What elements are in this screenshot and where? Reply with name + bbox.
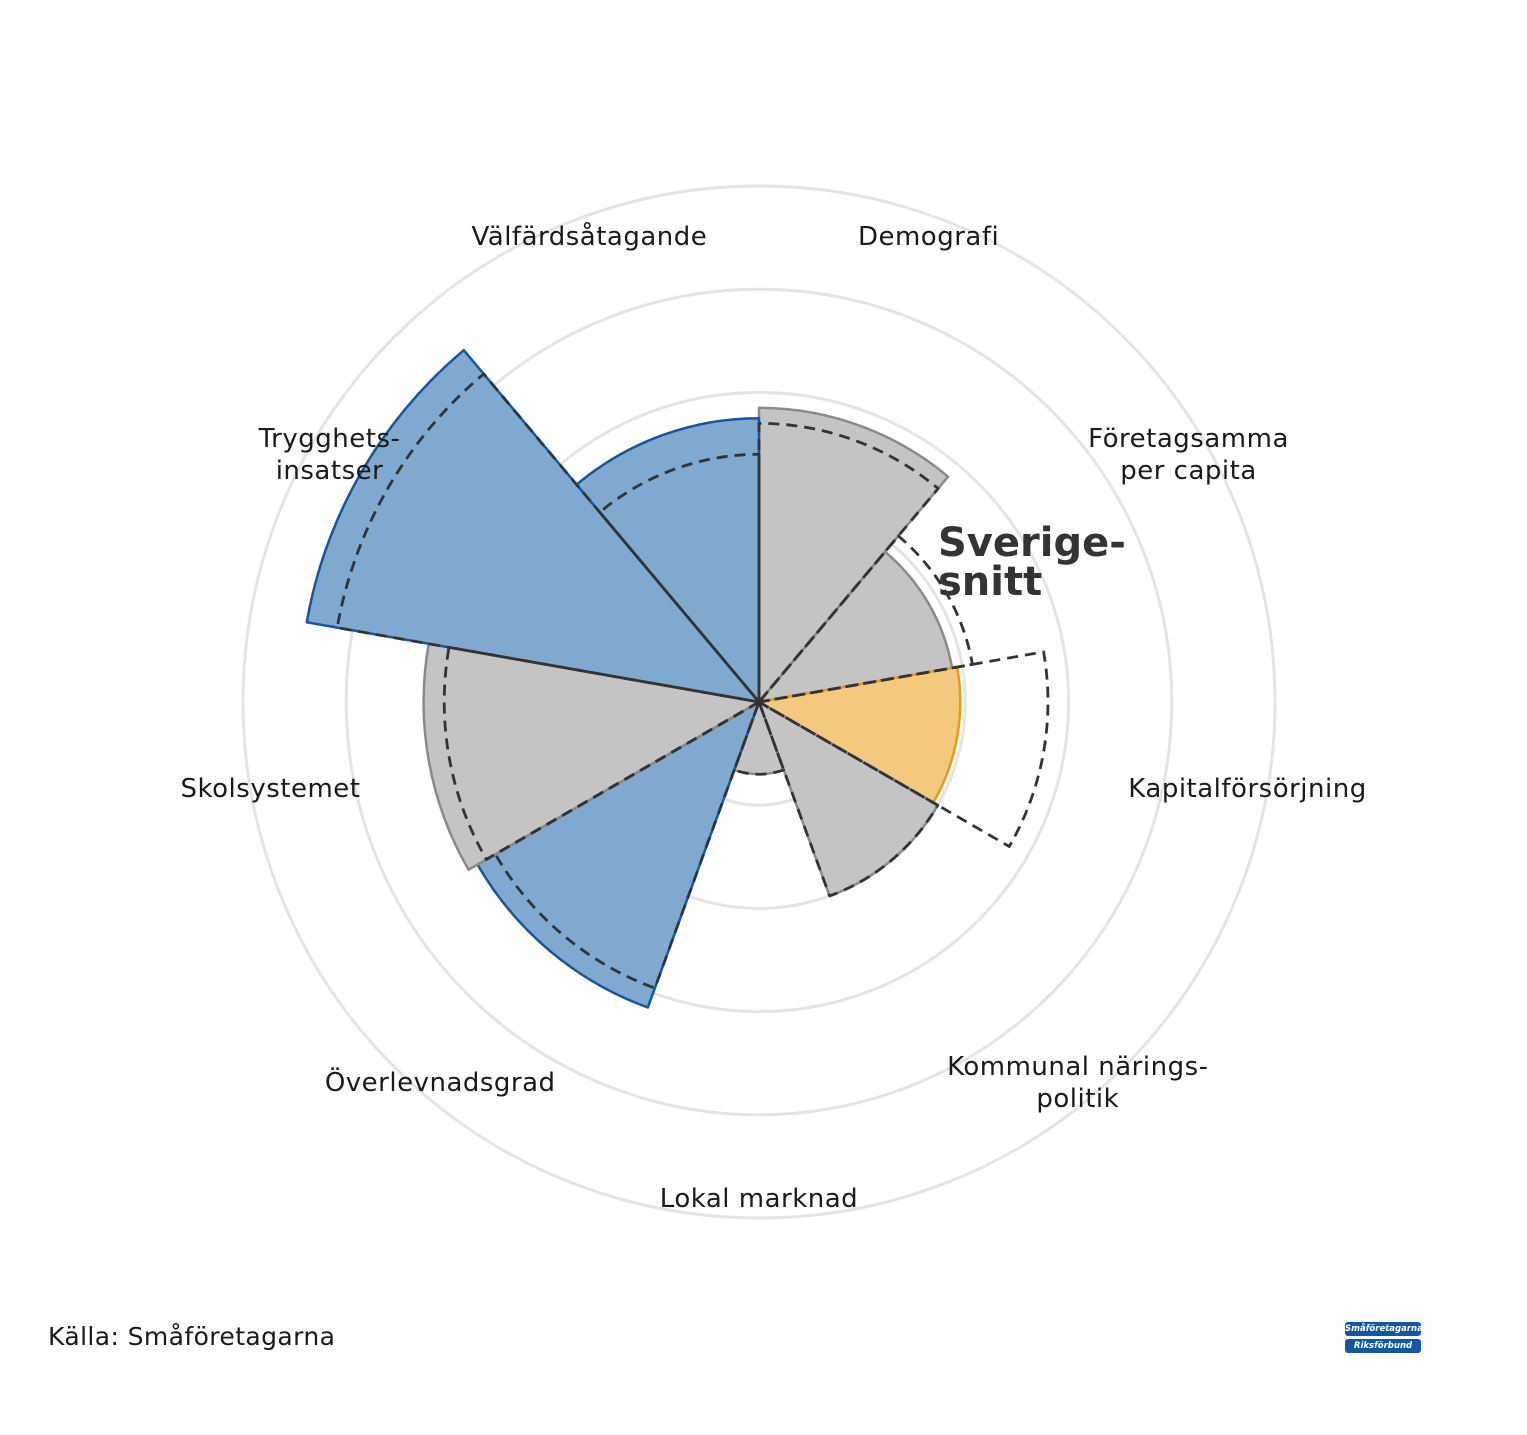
wedge-3 [757, 665, 962, 804]
grid-ring-4 [344, 287, 1174, 1117]
average-label: Sverige- snitt [938, 520, 1140, 605]
category-label-1: Demografi [858, 222, 999, 252]
category-label-5-line-1: Lokal marknad [660, 1184, 858, 1214]
value-wedges [305, 348, 962, 1009]
category-label-4: Kommunal närings-politik [947, 1052, 1208, 1114]
category-label-8: Trygghets-insatser [258, 424, 401, 486]
category-label-8-line-2: insatser [276, 456, 384, 486]
average-label-line-1: Sverige- [938, 520, 1126, 566]
wedge-2 [757, 550, 954, 704]
category-label-8-line-1: Trygghets- [258, 424, 401, 454]
wedge-9 [575, 416, 761, 704]
logo-line-1: Småföretagarnas [1345, 1322, 1428, 1336]
category-label-9-line-1: Välfärdsåtagande [472, 221, 708, 252]
category-label-7: Skolsystemet [181, 774, 361, 804]
wedge-6 [476, 700, 761, 1009]
category-label-7-line-1: Skolsystemet [181, 774, 361, 804]
category-label-4-line-1: Kommunal närings- [947, 1052, 1208, 1082]
average-outline-8 [335, 372, 761, 704]
logo-line-2: Riksförbund [1345, 1339, 1421, 1353]
category-label-9: Välfärdsåtagande [472, 221, 708, 252]
grid-ring-5 [241, 184, 1277, 1220]
category-label-3: Kapitalförsörjning [1128, 774, 1366, 804]
average-outline-9 [598, 452, 761, 704]
category-label-4-line-2: politik [1036, 1084, 1119, 1114]
category-label-3-line-1: Kapitalförsörjning [1128, 774, 1366, 804]
average-outline-2 [757, 534, 974, 704]
category-label-6: Överlevnadsgrad [325, 1066, 556, 1098]
average-outline-5 [732, 700, 786, 776]
average-label-line-2: snitt [938, 559, 1042, 605]
category-label-2: Företagsamma per capita [1088, 424, 1289, 486]
source-note: Källa: Småföretagarna [48, 1322, 336, 1351]
category-label-1-line-1: Demografi [858, 222, 999, 252]
wedge-7 [422, 642, 761, 871]
category-label-2-line-1: Företagsamma [1088, 424, 1289, 454]
category-labels: Demografi Företagsamma per capita Kapitalfö… [181, 221, 1367, 1214]
average-outline-3 [757, 650, 1050, 848]
category-label-6-line-1: Överlevnadsgrad [325, 1066, 556, 1098]
average-outline-7 [442, 645, 761, 861]
average-outline-1 [757, 421, 940, 704]
wedge-8 [305, 348, 761, 704]
category-label-2-line-2: per capita [1120, 456, 1257, 486]
category-label-5: Lokal marknad [660, 1184, 858, 1214]
organisation-logo: Småföretagarnas Riksförbund [1345, 1322, 1428, 1356]
average-outlines [335, 372, 1050, 990]
wedge-1 [757, 406, 950, 704]
average-outline-4 [757, 700, 940, 898]
